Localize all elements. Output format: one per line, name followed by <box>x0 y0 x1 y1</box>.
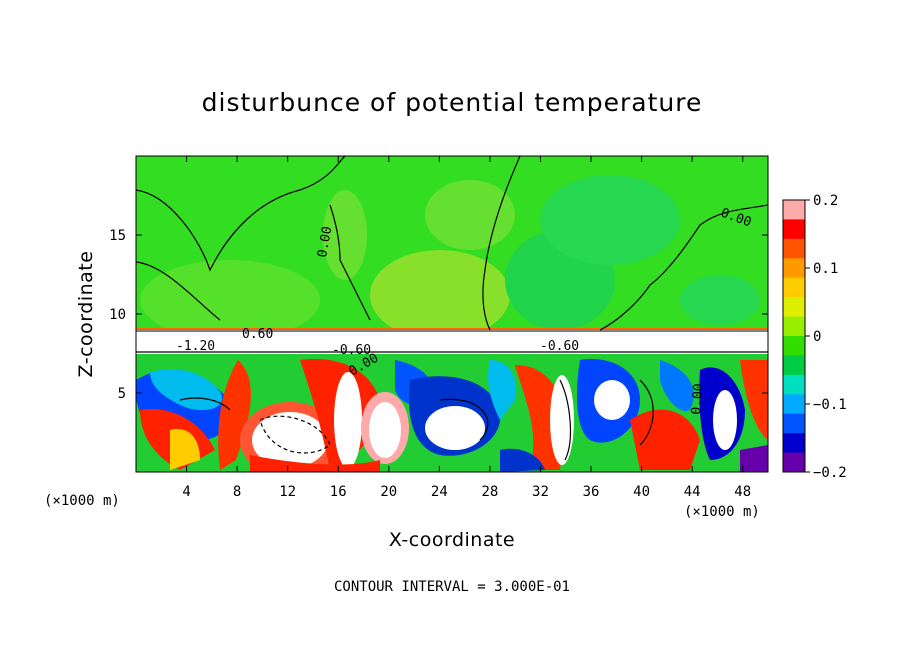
contour-label: -1.20 <box>176 339 215 354</box>
colorbar-tick-label: 0 <box>813 329 821 345</box>
contour-label: 0.00 <box>315 225 335 258</box>
colorbar-swatch <box>783 433 805 454</box>
colorbar-tick-label: 0.2 <box>813 193 838 209</box>
upper-patch <box>140 260 320 340</box>
colorbar-swatch <box>783 277 805 298</box>
x-axis-title: X-coordinate <box>389 529 515 551</box>
colorbar-swatch <box>783 316 805 337</box>
x-tick-label: 28 <box>481 484 498 500</box>
upper-patch <box>680 275 760 325</box>
x-tick-label: 48 <box>734 484 751 500</box>
y-tick-label: 5 <box>118 386 126 402</box>
colorbar-tick-label: 0.1 <box>813 261 838 277</box>
chart-title: disturbunce of potential temperature <box>202 88 703 117</box>
colorbar <box>782 199 806 473</box>
y-tick-label: 10 <box>109 307 126 323</box>
x-tick-label: 24 <box>431 484 448 500</box>
upper-patch <box>540 175 680 265</box>
colorbar-swatch <box>783 238 805 259</box>
y-axis: 5 10 15 <box>109 228 768 402</box>
y-tick-label: 15 <box>109 228 126 244</box>
x-tick-label: 32 <box>532 484 549 500</box>
colorbar-swatch <box>783 219 805 240</box>
colorbar-swatch <box>783 336 805 356</box>
contour-label: 0.00 <box>689 383 707 416</box>
upper-patch <box>370 250 510 340</box>
contour-lines <box>136 156 768 461</box>
x-tick-label: 20 <box>380 484 397 500</box>
colorbar-tick-label: −0.2 <box>813 465 847 481</box>
contour-label: 0.60 <box>242 327 273 342</box>
x-tick-label: 40 <box>633 484 650 500</box>
upper-patch <box>425 180 515 250</box>
turbulent-eddies <box>136 359 768 472</box>
x-unit-label-right: (×1000 m) <box>684 504 760 520</box>
colorbar-swatch <box>783 394 805 415</box>
colorbar-swatch <box>783 355 805 376</box>
x-axis: 4 8 12 16 20 24 28 32 36 40 44 48 <box>182 156 751 500</box>
colorbar-swatch <box>783 413 805 434</box>
colorbar-tick-label: −0.1 <box>813 397 847 413</box>
colorbar-swatch <box>783 374 805 395</box>
plot-area <box>136 156 768 472</box>
contour-label: -0.60 <box>540 339 579 354</box>
colorbar-swatch <box>783 258 805 279</box>
x-unit-label-left: (×1000 m) <box>44 493 120 509</box>
y-axis-title: Z-coordinate <box>75 251 97 378</box>
x-tick-label: 44 <box>684 484 701 500</box>
upper-patch <box>323 190 367 280</box>
x-tick-label: 8 <box>233 484 241 500</box>
colorbar-swatch <box>783 297 805 318</box>
colorbar-swatch <box>783 452 805 473</box>
x-tick-label: 12 <box>279 484 296 500</box>
x-tick-label: 36 <box>583 484 600 500</box>
contour-interval-note: CONTOUR INTERVAL = 3.000E-01 <box>334 579 570 595</box>
contour-label: -0.60 <box>332 343 371 358</box>
colorbar-ticks: 0.2 0.1 0 −0.1 −0.2 <box>805 193 847 481</box>
x-tick-label: 4 <box>182 484 190 500</box>
inversion-band <box>136 328 768 354</box>
x-tick-label: 16 <box>330 484 347 500</box>
colorbar-swatch <box>783 200 805 220</box>
